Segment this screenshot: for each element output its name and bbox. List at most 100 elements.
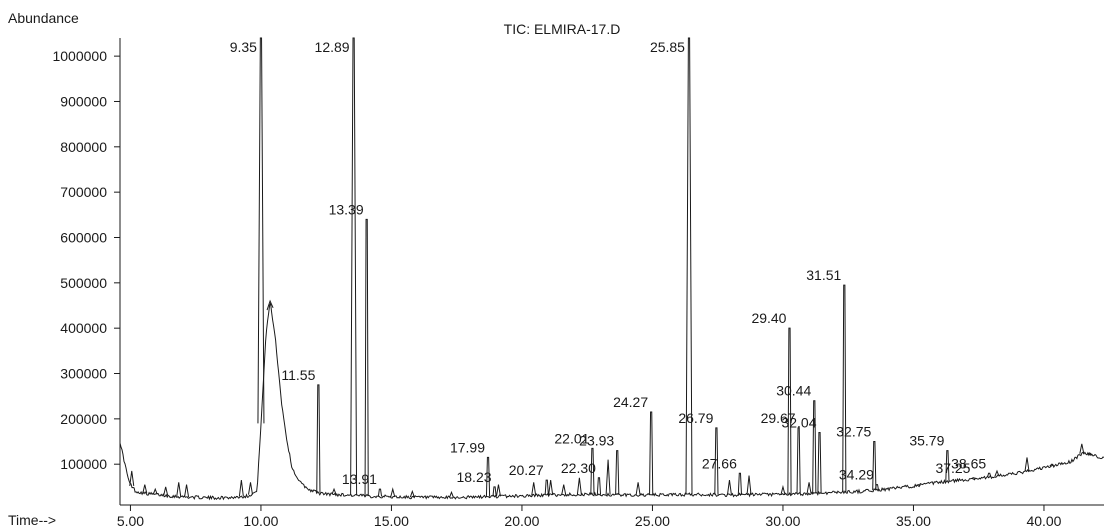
- minor-peak: [449, 490, 454, 498]
- minor-peak: [746, 475, 752, 495]
- x-axis: 5.00 10.00 15.00 20.00 25.00 30.00 35.00 40.00: [117, 504, 1104, 528]
- minor-peak: [331, 487, 337, 495]
- x-tick-label: 5.00: [117, 513, 144, 528]
- peak-26.79: [714, 427, 719, 495]
- solvent-hump-peak: [266, 299, 274, 311]
- peak-label: 37.25: [935, 460, 970, 476]
- peak-label: 35.79: [909, 433, 944, 449]
- peak-13.39: [364, 218, 369, 496]
- peak-label: 12.89: [315, 39, 350, 55]
- x-tick-label: 35.00: [896, 513, 931, 528]
- peak-labels: 9.35 11.55 12.89 13.39 13.91 17.99 18.23 20.27 2…: [230, 39, 987, 487]
- x-tick-label: 40.00: [1026, 513, 1061, 528]
- y-tick-label: 1000000: [52, 48, 107, 64]
- minor-peak: [561, 484, 567, 495]
- peak-29.67: [796, 427, 801, 495]
- peak-label: 22.01: [554, 430, 589, 446]
- minor-peak: [780, 484, 786, 495]
- y-tick-label: 400000: [60, 320, 107, 336]
- minor-peak: [994, 469, 1000, 477]
- peak-22.01: [590, 447, 595, 495]
- minor-peak: [605, 459, 611, 495]
- minor-peak: [129, 470, 135, 487]
- y-tick-label: 100000: [60, 456, 107, 472]
- y-tick-label: 300000: [60, 366, 107, 382]
- peak-label: 27.66: [702, 455, 737, 471]
- peak-11.55: [316, 384, 321, 493]
- peak-9.35: [257, 37, 265, 424]
- minor-peaks: [129, 443, 1092, 498]
- minor-peak: [152, 487, 158, 495]
- minor-peak: [548, 479, 554, 496]
- x-axis-title: Time-->: [8, 512, 56, 528]
- y-tick-label: 800000: [60, 139, 107, 155]
- minor-peak: [248, 482, 253, 495]
- peak-25.85: [685, 37, 693, 495]
- peak-label: 38.65: [951, 455, 986, 471]
- peak-32.04: [817, 431, 822, 494]
- peak-label: 9.35: [230, 39, 257, 55]
- minor-peak: [806, 482, 812, 494]
- peak-label: 17.99: [450, 439, 485, 455]
- x-tick-label: 30.00: [765, 513, 800, 528]
- peak-23.93: [615, 450, 620, 495]
- minor-peak: [531, 482, 537, 496]
- chart-title: TIC: ELMIRA-17.D: [504, 21, 621, 37]
- plot-area: 9.35 11.55 12.89 13.39 13.91 17.99 18.23 20.27 2…: [119, 37, 1104, 501]
- peak-31.51: [842, 284, 847, 492]
- peak-22.30: [596, 477, 602, 495]
- minor-peak: [495, 484, 501, 497]
- peak-label: 32.75: [836, 424, 871, 440]
- peak-20.27: [544, 479, 549, 496]
- peak-34.29: [874, 484, 880, 491]
- peak-label: 13.39: [329, 201, 364, 217]
- y-axis: 100000 200000 300000 400000 500000 600000 7000…: [52, 38, 121, 505]
- peak-32.75: [872, 441, 877, 491]
- y-tick-label: 600000: [60, 229, 107, 245]
- peak-label: 13.91: [342, 471, 377, 487]
- peak-29.40: [787, 327, 792, 495]
- peak-label: 20.27: [509, 462, 544, 478]
- peak-label: 25.85: [650, 39, 685, 55]
- peak-label: 11.55: [281, 367, 315, 383]
- peak-12.89: [350, 37, 358, 496]
- minor-peak: [184, 484, 190, 498]
- peak-18.23: [492, 486, 497, 497]
- peak-17.99: [485, 456, 491, 497]
- peak-38.65: [987, 472, 992, 478]
- y-tick-label: 200000: [60, 411, 107, 427]
- y-tick-label: 700000: [60, 184, 107, 200]
- minor-peak: [576, 477, 582, 495]
- peak-label: 34.29: [839, 467, 874, 483]
- x-tick-label: 10.00: [243, 513, 278, 528]
- minor-peak: [635, 482, 641, 496]
- peak-35.79: [945, 450, 950, 482]
- minor-peak: [1024, 457, 1030, 472]
- y-tick-label: 500000: [60, 275, 107, 291]
- peak-37.25: [971, 477, 976, 480]
- peak-30.44: [812, 400, 817, 494]
- peak-label: 24.27: [613, 394, 648, 410]
- labeled-peaks: [257, 37, 992, 497]
- minor-peak: [163, 486, 169, 496]
- peak-label: 29.40: [751, 310, 786, 326]
- peak-label: 30.44: [776, 383, 811, 399]
- peak-27.66: [737, 472, 742, 495]
- y-tick-label: 900000: [60, 93, 107, 109]
- peak-label: 32.04: [781, 414, 816, 430]
- peak-label: 18.23: [456, 469, 491, 485]
- minor-peak: [176, 482, 182, 497]
- peak-24.27: [649, 411, 654, 496]
- minor-peak: [409, 489, 415, 498]
- peak-13.91: [377, 488, 383, 497]
- minor-peak: [390, 487, 396, 497]
- minor-peak: [1079, 443, 1085, 454]
- peak-label: 22.30: [561, 460, 596, 476]
- minor-peak: [238, 480, 244, 497]
- tic-trace: [119, 301, 1104, 501]
- peak-label: 26.79: [678, 410, 713, 426]
- x-tick-label: 20.00: [504, 513, 539, 528]
- minor-peak: [726, 479, 732, 496]
- peak-label: 23.93: [579, 433, 614, 449]
